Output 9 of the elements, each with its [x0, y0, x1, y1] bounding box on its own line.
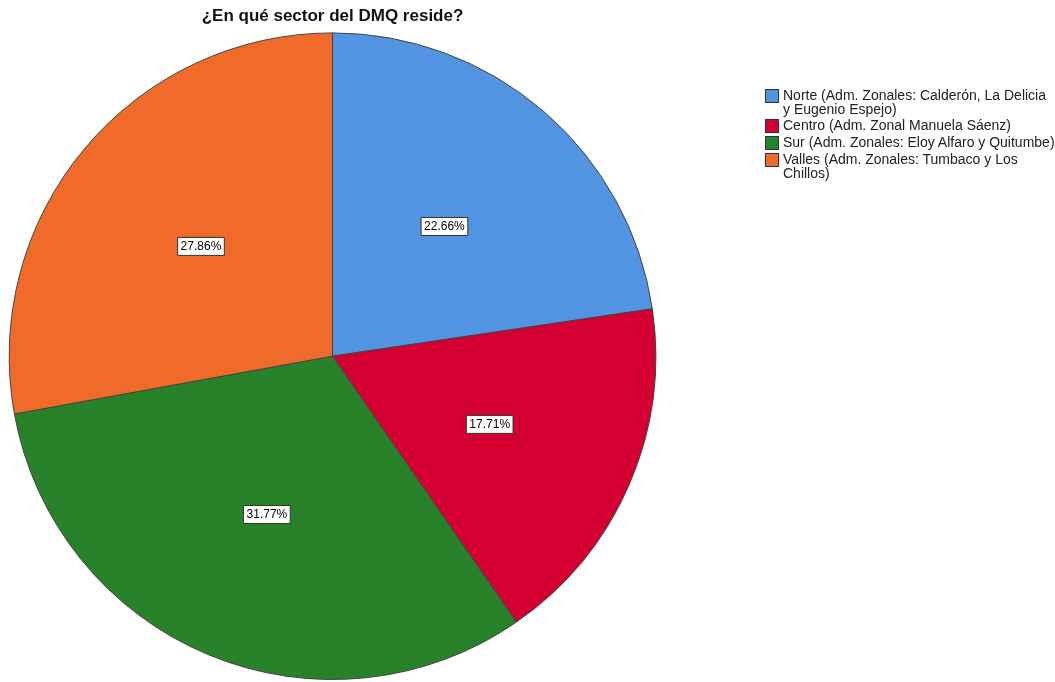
data-label: 27.86%	[180, 238, 222, 253]
data-label: 17.71%	[469, 416, 511, 431]
legend-label: Norte (Adm. Zonales: Calderón, La Delicia y Eugenio Espejo)	[783, 87, 1047, 117]
chart-title: ¿En qué sector del DMQ reside?	[201, 5, 464, 25]
data-label: 31.77%	[246, 506, 288, 521]
legend-label: Centro (Adm. Zonal Manuela Sáenz)	[783, 117, 1011, 133]
legend-label: Valles (Adm. Zonales: Tumbaco y Los Chillos)	[783, 151, 1019, 181]
data-label: 22.66%	[424, 218, 466, 233]
legend-label: Sur (Adm. Zonales: Eloy Alfaro y Quitumbe)	[783, 134, 1055, 150]
